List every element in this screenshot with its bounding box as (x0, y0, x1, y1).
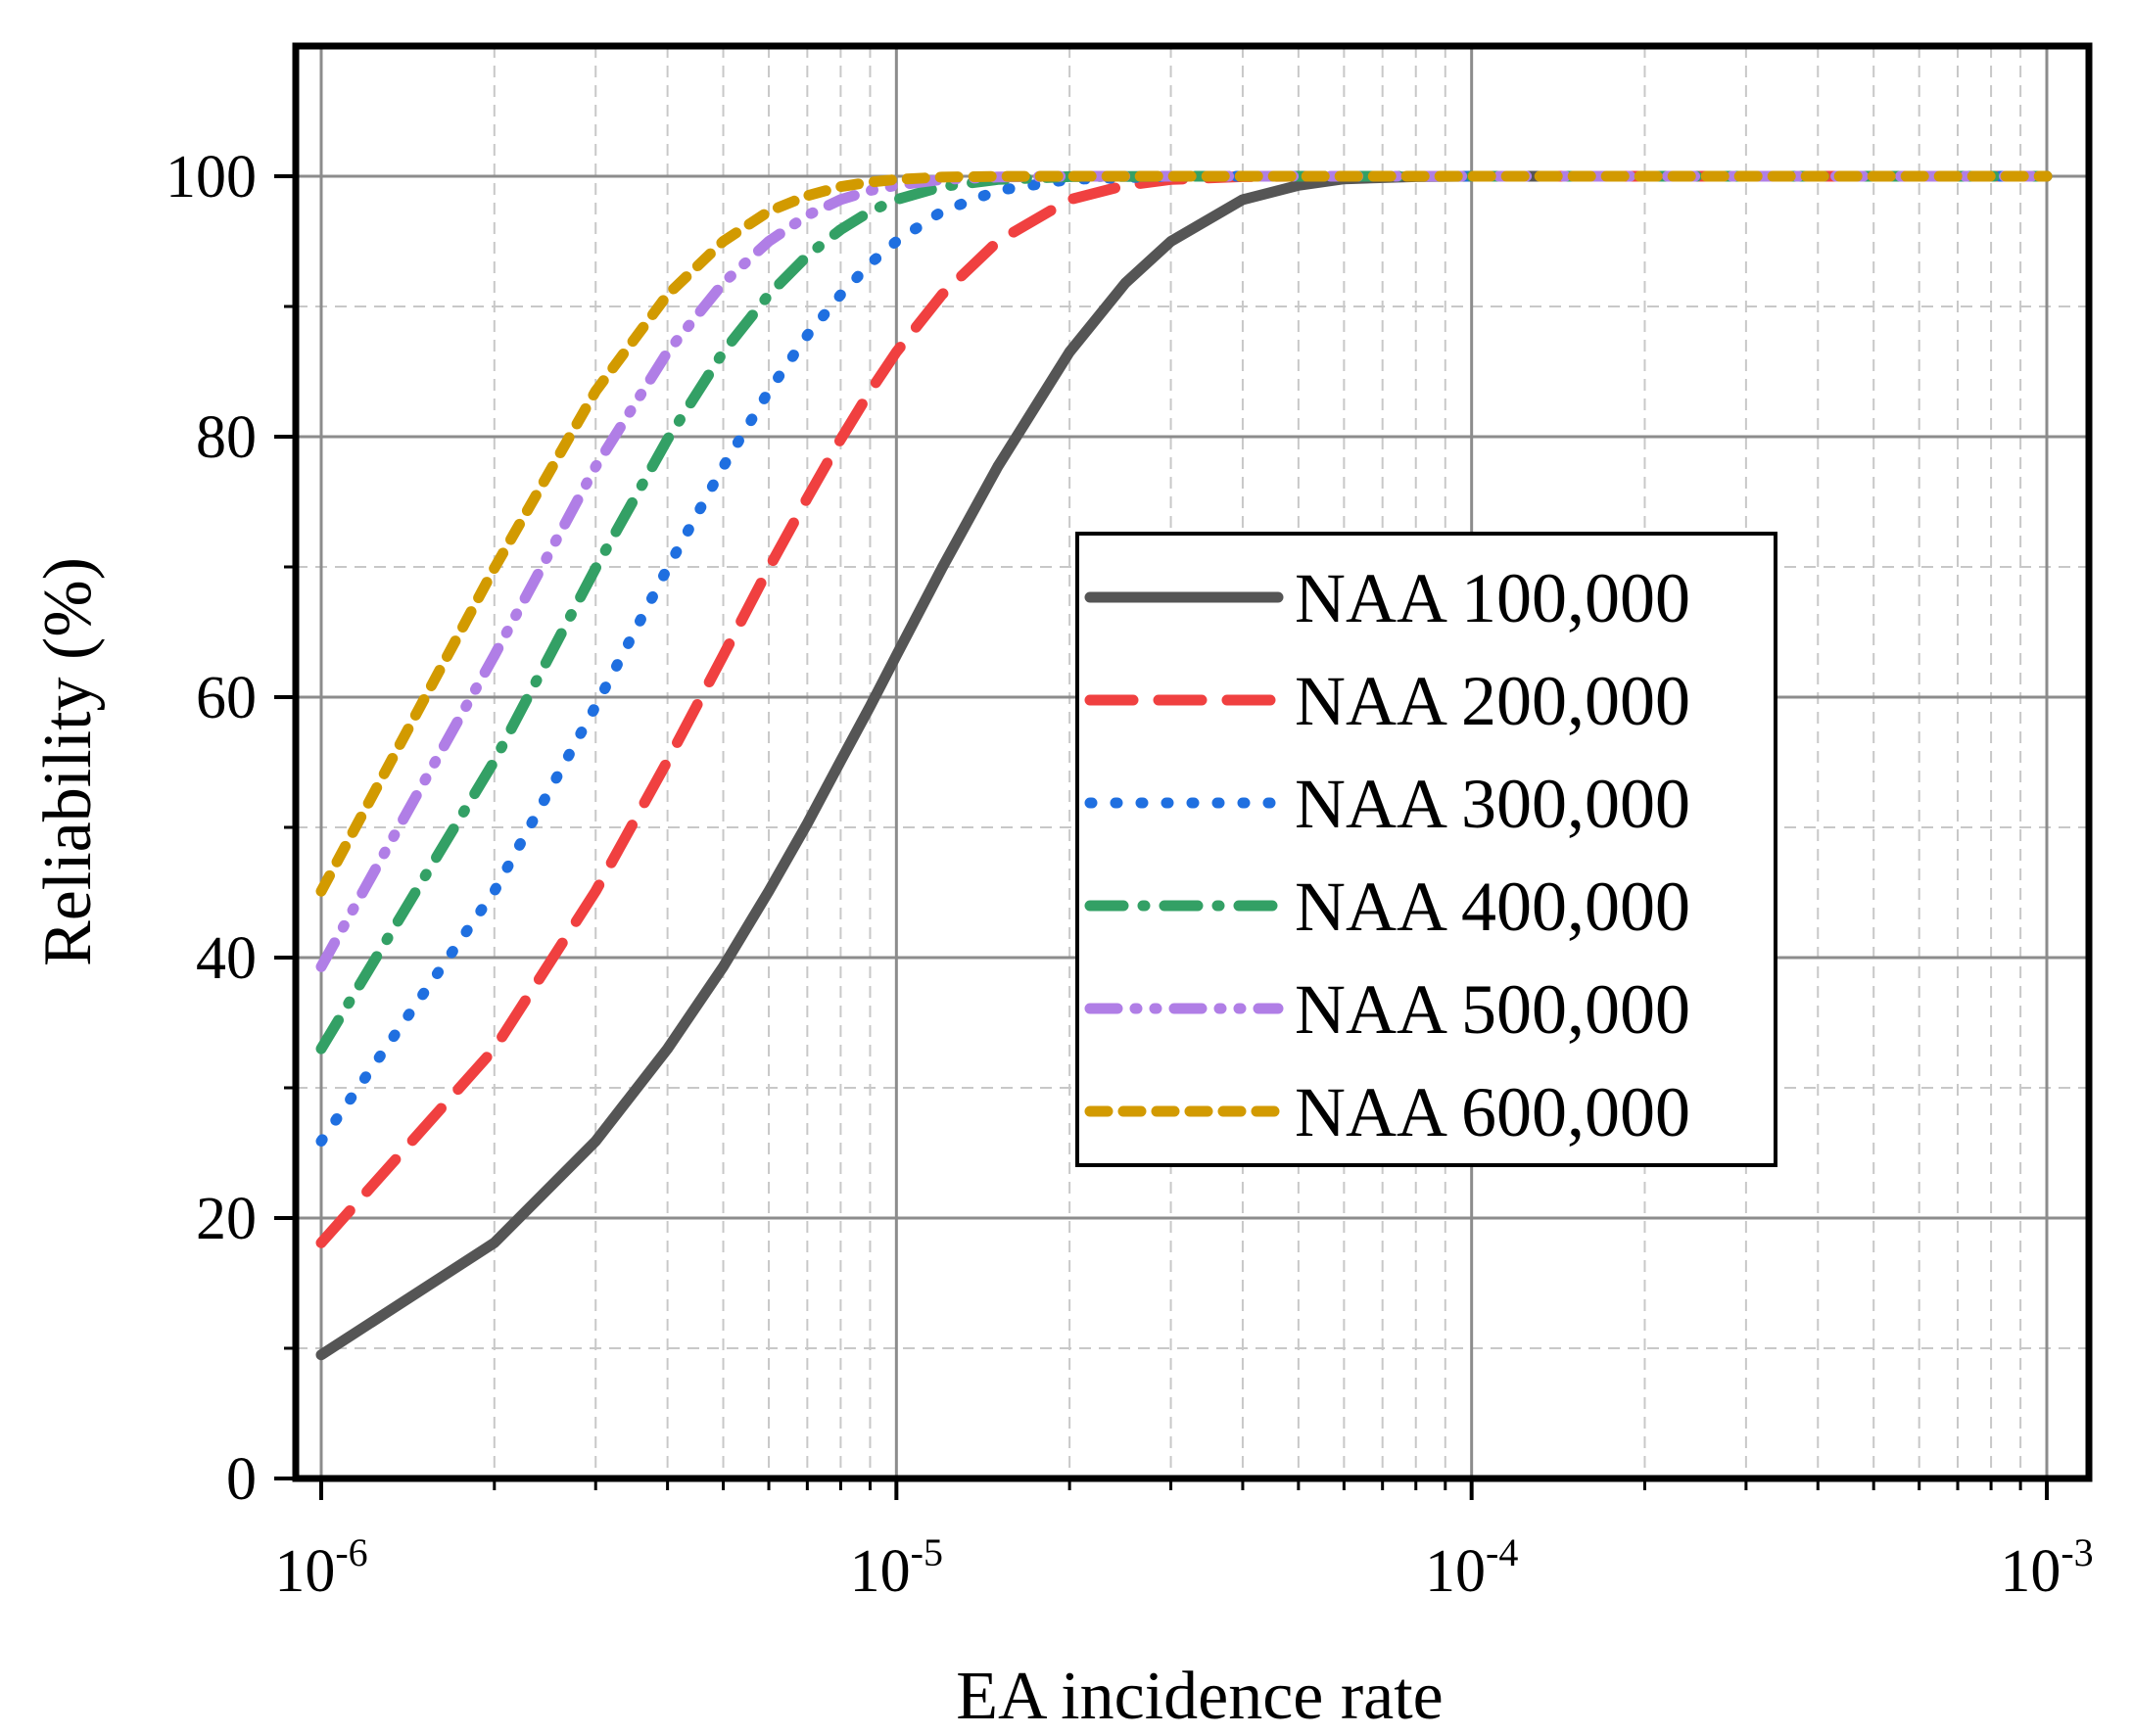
y-tick-label: 60 (196, 665, 257, 731)
y-tick-label: 20 (196, 1186, 257, 1252)
x-tick-base: 10 (274, 1538, 335, 1605)
x-tick-exponent: -3 (2061, 1530, 2093, 1574)
legend: NAA 100,000 NAA 200,000 NAA 300,000 NAA 400… (1075, 532, 1777, 1167)
series-line-naa-300-000 (315, 170, 2053, 1147)
x-tick-exponent: -4 (1486, 1530, 1518, 1574)
x-axis-title: EA incidence rate (956, 1659, 1444, 1734)
y-axis-title: Reliability (%) (30, 557, 106, 966)
legend-label: NAA 300,000 (1295, 765, 1690, 843)
y-tick-label: 100 (166, 144, 257, 211)
x-tick-exponent: -5 (911, 1530, 943, 1574)
legend-label: NAA 500,000 (1295, 970, 1690, 1049)
plot-frame (292, 42, 2093, 1482)
series-line-naa-600-000 (315, 170, 2053, 897)
legend-label: NAA 400,000 (1295, 868, 1690, 946)
ticks-layer (274, 174, 2049, 1500)
legend-label: NAA 100,000 (1295, 559, 1690, 637)
x-tick-base: 10 (1425, 1538, 1486, 1605)
x-tick-label: 10-6 (274, 1530, 367, 1605)
series-layer (315, 170, 2053, 1361)
x-tick-base: 10 (850, 1538, 911, 1605)
x-tick-label: 10-4 (1425, 1530, 1518, 1605)
legend-label: NAA 600,000 (1295, 1073, 1690, 1151)
x-tick-label: 10-5 (850, 1530, 943, 1605)
legend-label: NAA 200,000 (1295, 662, 1690, 740)
y-tick-label: 80 (196, 404, 257, 471)
legend-box (1075, 532, 1777, 1167)
x-tick-base: 10 (2000, 1538, 2061, 1605)
y-tick-label: 0 (226, 1446, 257, 1513)
x-tick-exponent: -6 (335, 1530, 367, 1574)
x-tick-labels: 10-6 10-5 10-4 10-3 (274, 1530, 2093, 1605)
y-tick-label: 40 (196, 925, 257, 992)
y-tick-labels: 0 20 40 60 80 100 (166, 144, 257, 1513)
x-tick-label: 10-3 (2000, 1530, 2093, 1605)
